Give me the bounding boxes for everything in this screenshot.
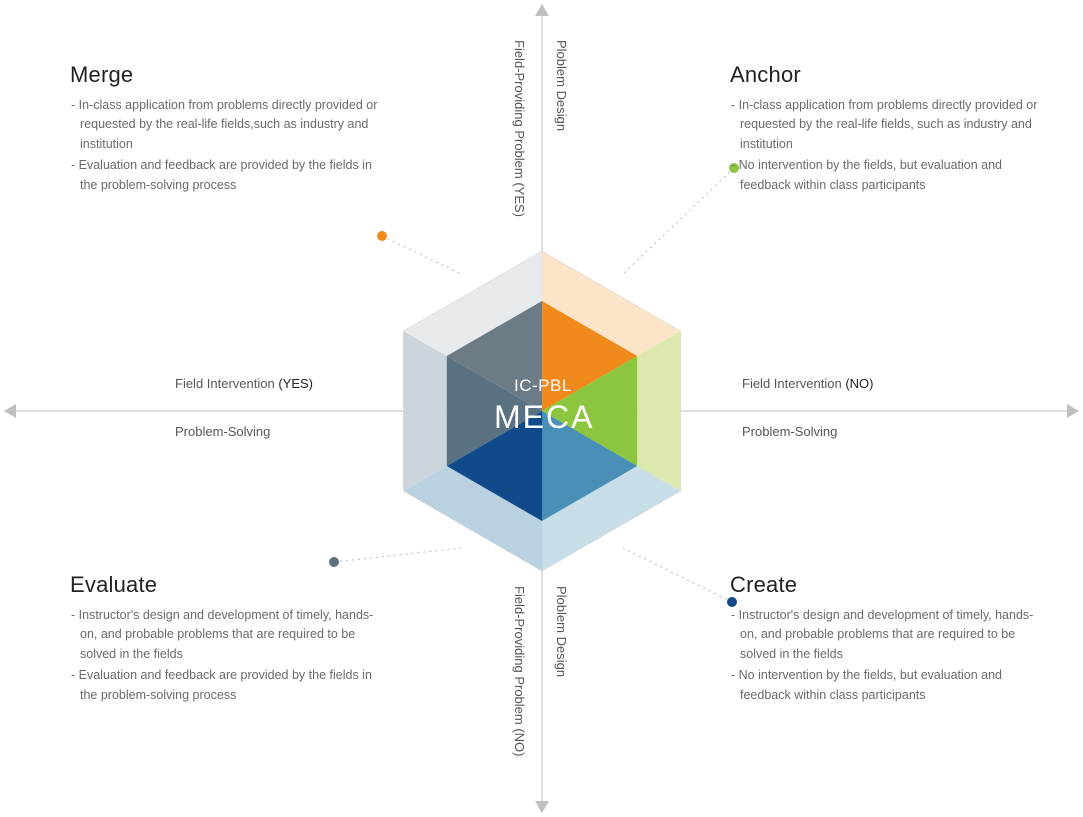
axis-top-label-a: Field-Providing Problem (YES): [512, 40, 527, 217]
create-title: Create: [730, 572, 1050, 598]
evaluate-title: Evaluate: [70, 572, 390, 598]
merge-title: Merge: [70, 62, 390, 88]
axis-top-label-b: Ploblem Design: [554, 40, 569, 131]
quadrant-anchor: Anchor In-class application from problem…: [730, 62, 1050, 197]
anchor-item-1: No intervention by the fields, but evalu…: [730, 156, 1050, 195]
axis-right-line1: Field Intervention (NO): [742, 376, 874, 391]
axis-right-line2: Problem-Solving: [742, 424, 837, 439]
axis-left-strong: (YES): [278, 376, 313, 391]
center-subtitle: IC-PBL: [514, 376, 572, 396]
anchor-title: Anchor: [730, 62, 1050, 88]
axis-left-line2: Problem-Solving: [175, 424, 270, 439]
anchor-item-0: In-class application from problems direc…: [730, 96, 1050, 154]
quadrant-merge: Merge In-class application from problems…: [70, 62, 390, 197]
evaluate-item-0: Instructor's design and development of t…: [70, 606, 390, 664]
anchor-list: In-class application from problems direc…: [730, 96, 1050, 195]
evaluate-item-1: Evaluation and feedback are provided by …: [70, 666, 390, 705]
merge-item-0: In-class application from problems direc…: [70, 96, 390, 154]
axis-bottom-label-b: Ploblem Design: [554, 586, 569, 677]
create-item-1: No intervention by the fields, but evalu…: [730, 666, 1050, 705]
axis-left-line1: Field Intervention (YES): [175, 376, 313, 391]
merge-list: In-class application from problems direc…: [70, 96, 390, 195]
quadrant-evaluate: Evaluate Instructor's design and develop…: [70, 572, 390, 707]
quadrant-create: Create Instructor's design and developme…: [730, 572, 1050, 707]
axis-left-prefix: Field Intervention: [175, 376, 278, 391]
diagram-canvas: Merge In-class application from problems…: [0, 0, 1083, 817]
create-item-0: Instructor's design and development of t…: [730, 606, 1050, 664]
create-list: Instructor's design and development of t…: [730, 606, 1050, 705]
axis-bottom-label-a: Field-Providing Problem (NO): [512, 586, 527, 757]
evaluate-list: Instructor's design and development of t…: [70, 606, 390, 705]
axis-right-prefix: Field Intervention: [742, 376, 845, 391]
axis-right-strong: (NO): [845, 376, 873, 391]
center-title: MECA: [494, 399, 594, 436]
merge-item-1: Evaluation and feedback are provided by …: [70, 156, 390, 195]
